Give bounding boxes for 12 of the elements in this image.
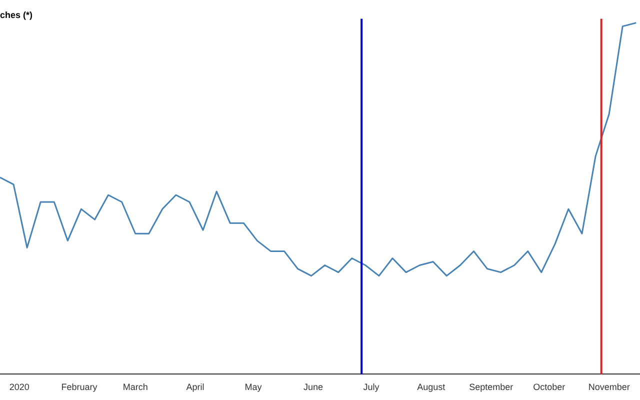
x-tick-label: 2020 [9, 382, 30, 392]
x-tick-label: July [363, 382, 380, 392]
x-tick-label: November [588, 382, 630, 392]
x-tick-label: February [61, 382, 98, 392]
x-tick-label: June [303, 382, 323, 392]
x-tick-label: September [469, 382, 514, 392]
chart-title: ches (*) [0, 10, 33, 20]
x-tick-label: March [122, 382, 148, 392]
x-tick-label: May [244, 382, 262, 392]
x-tick-label: August [417, 382, 446, 392]
x-tick-label: October [533, 382, 566, 392]
x-tick-label: April [186, 382, 204, 392]
